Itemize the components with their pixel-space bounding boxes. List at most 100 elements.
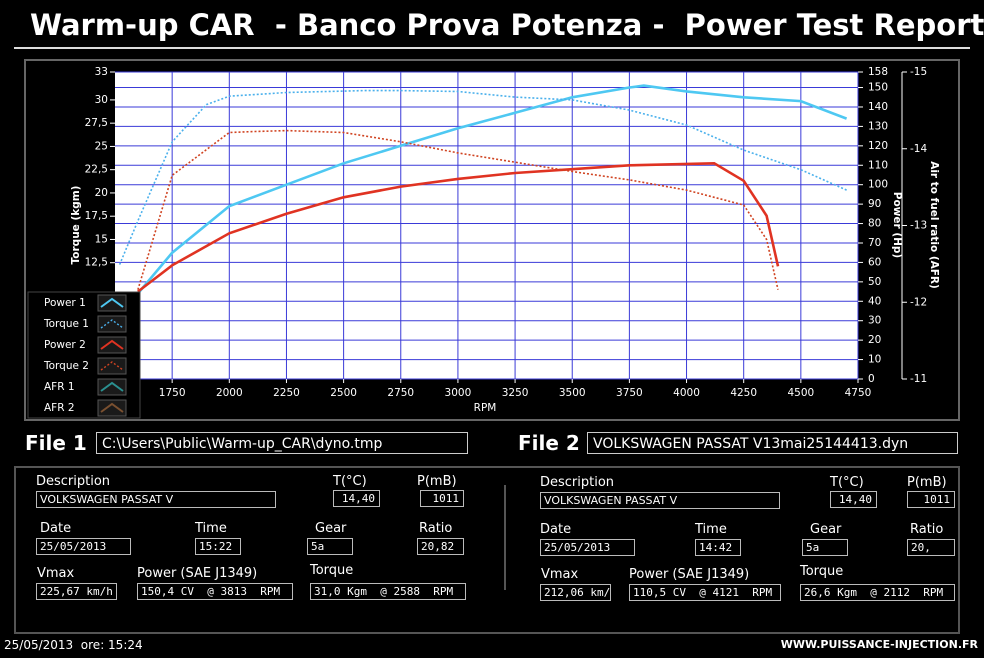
field-label: Time [695, 522, 727, 537]
x-tick-label: 4750 [845, 387, 872, 399]
y-axis-title: Torque (kgm) [70, 186, 82, 265]
file2-path[interactable]: VOLKSWAGEN PASSAT V13mai25144413.dyn [587, 432, 958, 454]
y2-axis-title: Power (Hp) [891, 192, 903, 258]
y2-tick-label: 140 [868, 101, 888, 113]
x-tick-label: 3250 [502, 387, 529, 399]
y-tick-label: 15 [95, 233, 108, 245]
field-value[interactable]: 20, [907, 539, 955, 556]
chart: Power 1 Torque 1 Power 2 Torque 2 AFR 1 AFR 2… [24, 59, 960, 421]
field-label: Description [36, 474, 111, 489]
field-label: Time [195, 521, 227, 536]
field-label: Date [540, 522, 572, 537]
y3-tick-label: -11 [910, 373, 927, 385]
x-tick-label: 3750 [616, 387, 643, 399]
field-value[interactable]: 110,5 CV @ 4121 RPM [629, 584, 781, 601]
x-tick-label: 2750 [387, 387, 414, 399]
info-panel [14, 466, 960, 634]
y2-tick-label: 70 [868, 237, 881, 249]
report-title: Warm-up CAR - Banco Prova Potenza - Powe… [30, 8, 984, 42]
legend-swatch [97, 315, 127, 333]
field-value[interactable]: 25/05/2013 [540, 539, 635, 556]
y3-tick-label: -12 [910, 296, 927, 308]
y2-tick-label: 120 [868, 140, 888, 152]
x-tick-label: 2500 [330, 387, 357, 399]
field-label: T(°C) [830, 475, 864, 490]
field-value[interactable]: 26,6 Kgm @ 2112 RPM [800, 584, 955, 601]
legend-label: Power 1 [44, 297, 86, 309]
series-line [137, 161, 780, 293]
field-value[interactable]: 20,82 [417, 538, 464, 555]
y3-axis-title: Air to fuel ratio (AFR) [928, 161, 940, 289]
footer-website: WWW.PUISSANCE-INJECTION.FR [780, 638, 978, 651]
series-line [118, 89, 847, 265]
x-tick-label: 4000 [673, 387, 700, 399]
field-value[interactable]: 1011 [420, 490, 464, 507]
y2-tick-label: 0 [868, 373, 875, 385]
x-tick-label: 1750 [159, 387, 186, 399]
field-label: Torque [310, 563, 354, 578]
field-label: Gear [810, 522, 842, 537]
field-value[interactable]: 225,67 km/h [36, 583, 117, 600]
field-label: Vmax [37, 566, 75, 581]
y-tick-label: 33 [95, 66, 108, 78]
legend-swatch [97, 336, 127, 354]
field-value[interactable]: VOLKSWAGEN PASSAT V [36, 491, 276, 508]
x-axis-title: RPM [474, 402, 497, 414]
y2-tick-label: 60 [868, 256, 881, 268]
field-value[interactable]: 14:42 [695, 539, 741, 556]
x-tick-label: 2250 [273, 387, 300, 399]
y2-tick-label: 80 [868, 218, 881, 230]
field-value[interactable]: 31,0 Kgm @ 2588 RPM [310, 583, 466, 600]
footer-datetime: 25/05/2013 ore: 15:24 [4, 638, 143, 652]
field-label: Power (SAE J1349) [137, 566, 258, 581]
legend-swatch [97, 378, 127, 396]
field-label: T(°C) [333, 474, 367, 489]
field-value[interactable]: 14,40 [333, 490, 380, 507]
y2-tick-label: 10 [868, 354, 881, 366]
legend-icon [100, 319, 124, 329]
field-label: P(mB) [417, 474, 457, 489]
legend-label: AFR 2 [44, 402, 75, 414]
x-tick-label: 3500 [559, 387, 586, 399]
x-tick-label: 2000 [216, 387, 243, 399]
y-tick-label: 17,5 [85, 210, 108, 222]
field-value[interactable]: 15:22 [195, 538, 241, 555]
field-label: Vmax [541, 567, 579, 582]
field-label: P(mB) [907, 475, 947, 490]
file1-path[interactable]: C:\Users\Public\Warm-up_CAR\dyno.tmp [96, 432, 468, 454]
field-value[interactable]: 1011 [907, 491, 955, 508]
y2-tick-label: 150 [868, 82, 888, 94]
field-value[interactable]: 5a [307, 538, 353, 555]
field-label: Date [40, 521, 72, 536]
y-tick-label: 27,5 [85, 117, 108, 129]
series-line [136, 84, 848, 295]
field-label: Description [540, 475, 615, 490]
legend-icon [100, 402, 124, 413]
field-value[interactable]: 212,06 km/ [540, 584, 611, 601]
legend-icon [100, 297, 124, 308]
y-tick-label: 22,5 [85, 164, 108, 176]
y2-tick-label: 90 [868, 198, 881, 210]
y2-tick-label: 100 [868, 179, 888, 191]
field-label: Torque [800, 564, 844, 579]
field-value[interactable]: 14,40 [830, 491, 877, 508]
field-label: Ratio [419, 521, 453, 536]
separator [504, 485, 506, 590]
y2-tick-label: 50 [868, 276, 881, 288]
legend-swatch [97, 357, 127, 375]
field-label: Gear [315, 521, 347, 536]
field-value[interactable]: 5a [802, 539, 848, 556]
legend-icon [100, 381, 124, 392]
field-value[interactable]: 150,4 CV @ 3813 RPM [137, 583, 293, 600]
y2-tick-label: 110 [868, 159, 888, 171]
field-value[interactable]: VOLKSWAGEN PASSAT V [540, 492, 780, 509]
field-value[interactable]: 25/05/2013 [36, 538, 131, 555]
legend [27, 291, 141, 419]
file2-label: File 2 [518, 431, 580, 455]
y3-tick-label: -14 [910, 143, 927, 155]
file1-label: File 1 [25, 431, 87, 455]
y3-tick-label: -13 [910, 220, 927, 232]
legend-icon [100, 339, 124, 350]
x-tick-label: 4250 [730, 387, 757, 399]
